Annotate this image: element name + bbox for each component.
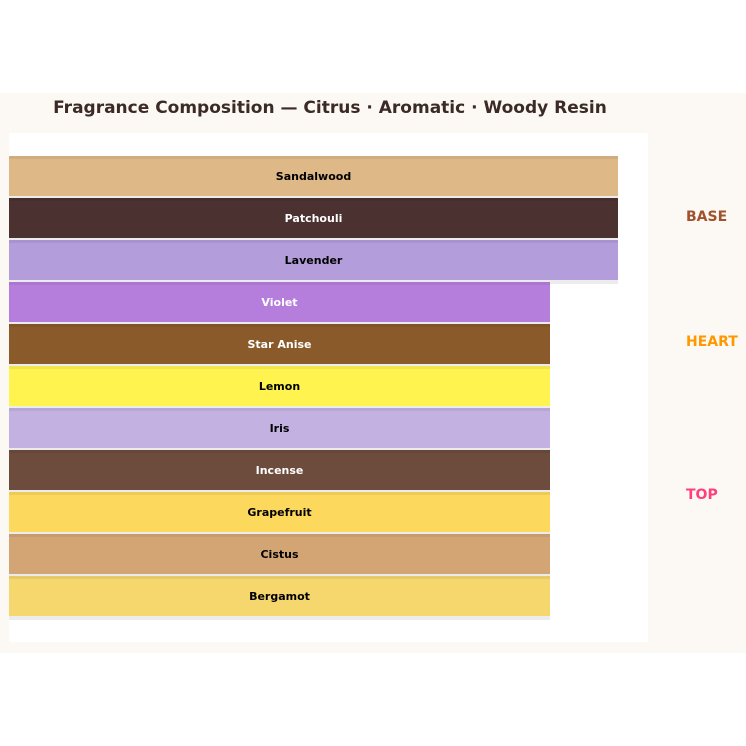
note-bar-grapefruit: Grapefruit	[9, 492, 550, 532]
note-label: Sandalwood	[275, 169, 352, 183]
note-bar-incense: Incense	[9, 450, 550, 490]
note-label: Star Anise	[247, 337, 312, 351]
note-label: Bergamot	[249, 589, 310, 603]
note-bar-iris: Iris	[9, 408, 550, 448]
note-label: Grapefruit	[247, 505, 312, 519]
note-label: Iris	[269, 421, 290, 435]
note-label: Violet	[261, 295, 298, 309]
note-bar-cistus: Cistus	[9, 534, 550, 574]
note-label: Lavender	[284, 253, 343, 267]
chart-title: Fragrance Composition — Citrus · Aromati…	[53, 98, 607, 118]
note-bar-sandalwood: Sandalwood	[9, 156, 618, 196]
note-bar-patchouli: Patchouli	[9, 198, 618, 238]
note-bar-star-anise: Star Anise	[9, 324, 550, 364]
note-bar-lavender: Lavender	[9, 240, 618, 280]
note-label: Incense	[255, 463, 304, 477]
tier-label-top: TOP	[686, 487, 718, 503]
tier-label-heart: HEART	[686, 334, 738, 350]
note-bar-violet: Violet	[9, 282, 550, 322]
note-label: Patchouli	[284, 211, 343, 225]
tier-label-base: BASE	[686, 209, 728, 225]
note-label: Lemon	[258, 379, 301, 393]
note-label: Cistus	[260, 547, 299, 561]
note-bar-lemon: Lemon	[9, 366, 550, 406]
note-bar-bergamot: Bergamot	[9, 576, 550, 616]
